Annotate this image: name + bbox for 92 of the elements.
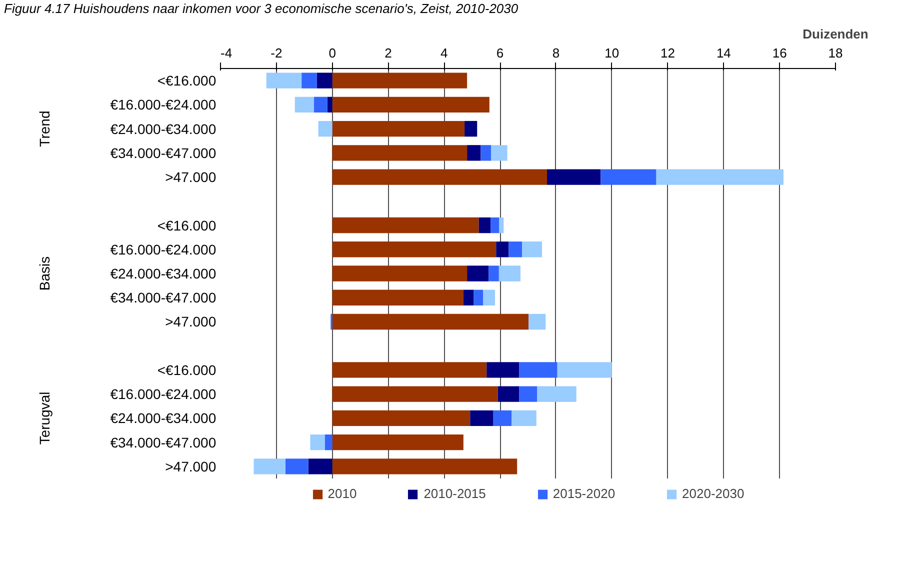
- bar: [490, 217, 500, 234]
- bar: [493, 410, 512, 426]
- bar: [463, 290, 474, 306]
- bar: [332, 266, 468, 282]
- bar: [557, 362, 612, 378]
- bar: [498, 386, 520, 402]
- bar: [332, 290, 464, 306]
- bar: [537, 386, 576, 402]
- bar: [332, 314, 529, 330]
- bar: [519, 386, 538, 402]
- bar: [480, 145, 492, 161]
- bar: [316, 72, 332, 88]
- bar: [294, 96, 314, 113]
- x-tick-label: 2: [384, 46, 392, 60]
- text: Trend: [36, 110, 52, 147]
- bar: [302, 72, 317, 88]
- x-tick-label: 4: [440, 46, 448, 60]
- bar: [478, 217, 491, 234]
- text: Basis: [36, 256, 52, 291]
- y-tick-label: €24.000-€34.000: [110, 266, 216, 282]
- bar: [332, 145, 468, 161]
- legend-label: 2015-2020: [552, 486, 616, 501]
- legend-label: 2010: [328, 486, 357, 501]
- bar: [332, 169, 548, 185]
- bar: [656, 169, 784, 185]
- bar: [332, 96, 490, 113]
- x-tick-label: -2: [270, 46, 282, 60]
- y-tick-label: >47.000: [165, 169, 216, 186]
- bar: [496, 242, 509, 258]
- bar: [332, 120, 465, 137]
- y-tick-label: >47.000: [165, 314, 216, 330]
- bar: [488, 266, 499, 282]
- bar: [467, 266, 489, 282]
- bar: [528, 314, 546, 330]
- x-tick-label: 0: [328, 46, 336, 60]
- bar: [332, 362, 487, 378]
- bar: [512, 410, 536, 426]
- x-tick-label: 16: [772, 46, 787, 60]
- bar: [508, 242, 522, 258]
- bar: [547, 169, 601, 185]
- y-tick-label: <€16.000: [157, 72, 216, 89]
- x-tick-label: 10: [604, 46, 620, 60]
- bar: [482, 290, 496, 306]
- bar: [332, 217, 479, 234]
- y-tick-label: €16.000-€24.000: [110, 241, 216, 258]
- bar: [464, 120, 478, 137]
- bar: [324, 434, 332, 450]
- bar: [600, 169, 656, 185]
- y-tick-label: <€16.000: [157, 217, 216, 234]
- x-tick-label: 6: [496, 46, 504, 60]
- y-tick-label: €34.000-€47.000: [110, 434, 216, 450]
- x-tick-label: 14: [716, 46, 731, 60]
- bar: [332, 434, 464, 450]
- bar: [332, 386, 498, 402]
- y-tick-label: <€16.000: [157, 362, 216, 378]
- x-tick-label: 18: [828, 46, 843, 60]
- chart-title: Figuur 4.17 Huishoudens naar inkomen voor 3 economische scenario's, Zeist, 2010-2030: [4, 0, 518, 18]
- x-axis-title: Duizenden: [802, 26, 868, 42]
- bar: [499, 217, 504, 234]
- legend-label: 2010-2015: [424, 486, 486, 501]
- bar: [327, 96, 332, 113]
- bar: [470, 410, 494, 426]
- bar: [332, 72, 468, 88]
- bar: [486, 362, 520, 378]
- x-tick-label: 12: [660, 46, 676, 60]
- bar: [522, 242, 542, 258]
- y-tick-label: >47.000: [165, 458, 216, 474]
- bar: [473, 290, 483, 306]
- y-tick-label: €16.000-€24.000: [110, 386, 216, 402]
- y-tick-label: €34.000-€47.000: [110, 290, 216, 306]
- text: Terugval: [36, 392, 52, 445]
- bar: [314, 96, 328, 113]
- bar: [254, 458, 286, 474]
- bar: [308, 458, 332, 474]
- y-tick-label: €34.000-€47.000: [110, 144, 216, 161]
- bar: [491, 145, 508, 161]
- bar: [519, 362, 558, 378]
- y-tick-label: €16.000-€24.000: [110, 96, 216, 113]
- x-tick-label: 8: [552, 46, 560, 60]
- legend-label: 2020-2030: [682, 486, 744, 501]
- bar: [318, 120, 332, 137]
- bar: [285, 458, 308, 474]
- bar: [332, 242, 496, 258]
- y-tick-label: €24.000-€34.000: [110, 120, 216, 137]
- bar: [332, 410, 470, 426]
- bar: [467, 145, 481, 161]
- y-tick-label: €24.000-€34.000: [110, 410, 216, 426]
- x-tick-label: -4: [220, 46, 232, 60]
- bar: [266, 72, 302, 88]
- bar: [310, 434, 325, 450]
- bar: [332, 458, 518, 474]
- bar: [498, 266, 520, 282]
